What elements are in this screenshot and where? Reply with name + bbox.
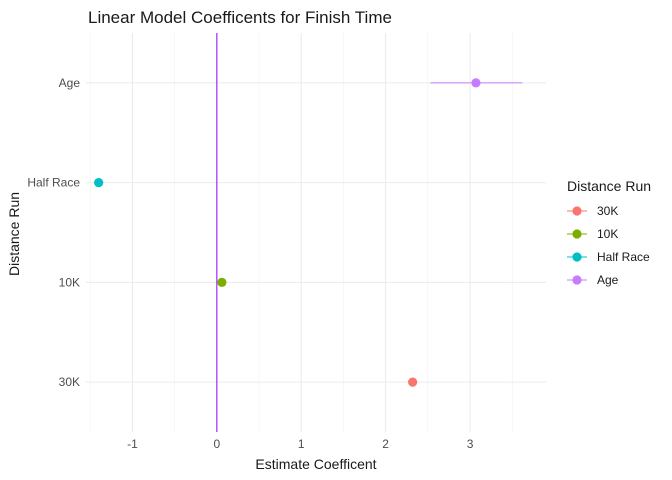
legend-key-point bbox=[572, 206, 582, 216]
y-tick-labels: 30K 10K Half Race Age bbox=[27, 76, 80, 389]
data-points bbox=[94, 78, 481, 387]
legend-label: Half Race bbox=[597, 250, 650, 264]
y-axis-title: Distance Run bbox=[6, 192, 22, 276]
y-tick-label: Half Race bbox=[27, 176, 80, 190]
x-tick-label: -1 bbox=[127, 437, 138, 451]
x-tick-label: 2 bbox=[382, 437, 389, 451]
grid bbox=[86, 33, 546, 432]
chart-title: Linear Model Coefficents for Finish Time bbox=[88, 8, 392, 27]
legend-key-point bbox=[572, 252, 582, 262]
error-bars bbox=[96, 82, 523, 383]
data-point bbox=[94, 178, 104, 188]
legend: Distance Run 30K 10K Half Race Age bbox=[567, 178, 651, 287]
legend-item: Age bbox=[567, 273, 619, 287]
legend-item: 10K bbox=[567, 227, 618, 241]
x-tick-label: 0 bbox=[213, 437, 220, 451]
data-point bbox=[408, 377, 418, 387]
x-tick-label: 3 bbox=[467, 437, 474, 451]
y-tick-label: Age bbox=[59, 76, 81, 90]
legend-title: Distance Run bbox=[567, 178, 651, 194]
legend-key-point bbox=[572, 275, 582, 285]
data-point bbox=[217, 277, 227, 287]
y-tick-label: 30K bbox=[59, 375, 80, 389]
legend-item: Half Race bbox=[567, 250, 650, 264]
legend-item: 30K bbox=[567, 204, 618, 218]
y-tick-label: 10K bbox=[59, 275, 80, 289]
legend-key-point bbox=[572, 229, 582, 239]
data-point bbox=[471, 78, 481, 88]
legend-label: 10K bbox=[597, 227, 618, 241]
x-tick-labels: -1 0 1 2 3 bbox=[127, 437, 474, 451]
x-axis-title: Estimate Coefficent bbox=[255, 456, 376, 472]
legend-label: Age bbox=[597, 273, 619, 287]
x-tick-label: 1 bbox=[298, 437, 305, 451]
legend-label: 30K bbox=[597, 204, 618, 218]
